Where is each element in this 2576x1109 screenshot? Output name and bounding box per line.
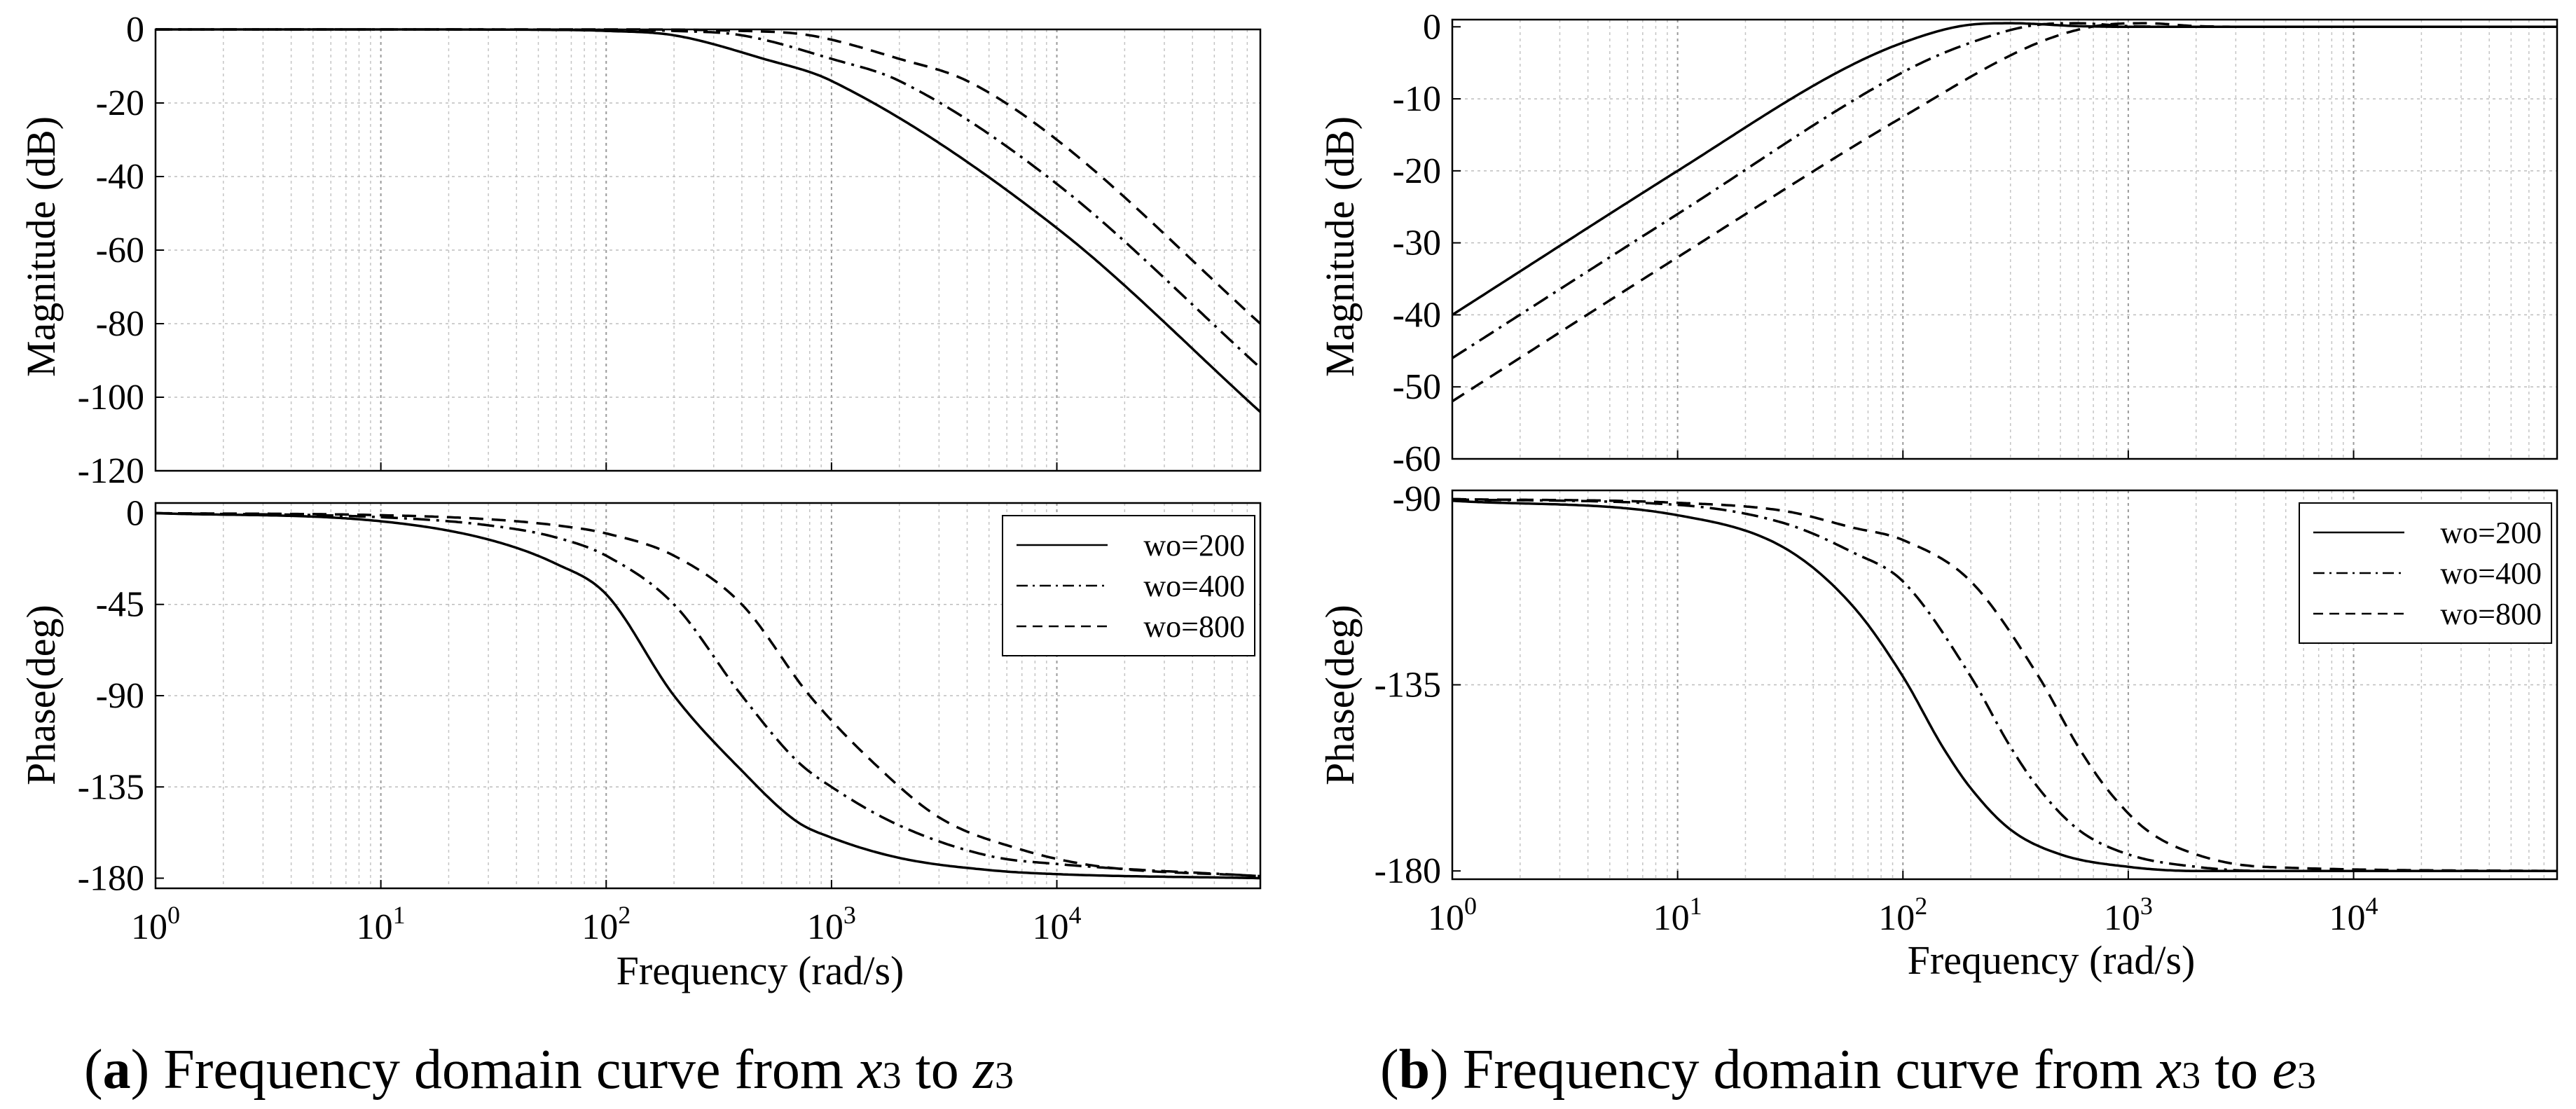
series-line-wo-400 xyxy=(156,28,1260,369)
series-line-wo-800 xyxy=(1452,22,2557,403)
panel-b-xlabel: Frequency (rad/s) xyxy=(1908,937,2196,983)
y-tick-label: -60 xyxy=(96,230,144,270)
x-tick-label: 104 xyxy=(2329,892,2378,938)
panel-b-phase-legend: wo=200 wo=400 wo=800 xyxy=(2299,502,2552,644)
caption-a-from-sub: 3 xyxy=(883,1054,902,1096)
legend-label: wo=200 xyxy=(1143,528,1245,563)
caption-b-label: b xyxy=(1399,1039,1431,1101)
y-tick-label: 0 xyxy=(1423,7,1441,47)
panel-b-magnitude-axes-frame xyxy=(1451,18,2558,460)
y-tick-label: -20 xyxy=(96,83,144,123)
legend-label: wo=400 xyxy=(1143,569,1245,603)
x-tick-label: 103 xyxy=(807,901,856,947)
y-tick-label: -135 xyxy=(1375,666,1441,705)
panel-b-phase-ylabel: Phase(deg) xyxy=(1317,605,1363,785)
y-tick-label: -180 xyxy=(1375,851,1441,891)
caption-b: (b) Frequency domain curve from x3 to e3 xyxy=(1380,1039,2316,1101)
series-line-wo-400 xyxy=(1452,498,2557,872)
caption-a: (a) Frequency domain curve from x3 to z3 xyxy=(84,1039,1014,1101)
y-tick-label: -30 xyxy=(1393,223,1441,263)
caption-b-connector: to xyxy=(2215,1039,2258,1101)
y-tick-label: -100 xyxy=(78,378,144,418)
caption-a-label: a xyxy=(103,1039,131,1101)
x-tick-label: 102 xyxy=(581,901,631,947)
panel-b-magnitude-chart: 0 -10 -20 -30 -40 -50 -60 xyxy=(1393,7,2558,479)
y-tick-label: -10 xyxy=(1393,79,1441,119)
caption-a-to-var: z xyxy=(972,1039,995,1101)
series-line-wo-800 xyxy=(1452,497,2557,872)
x-tick-label: 102 xyxy=(1878,892,1927,938)
panel-a-magnitude-grid xyxy=(156,29,1260,471)
x-tick-label: 100 xyxy=(131,901,180,947)
caption-b-from-sub: 3 xyxy=(2182,1054,2200,1096)
panel-a-xlabel: Frequency (rad/s) xyxy=(617,948,904,993)
panel-b-magnitude-ylabel: Magnitude (dB) xyxy=(1317,116,1363,377)
caption-a-from-var: x xyxy=(857,1039,883,1101)
y-tick-label: -40 xyxy=(96,157,144,197)
panel-b-magnitude-grid xyxy=(1452,20,2557,459)
x-tick-label: 101 xyxy=(1653,892,1702,938)
caption-b-to-sub: 3 xyxy=(2297,1054,2316,1096)
panel-a-magnitude-chart: 0 -20 -40 -60 -80 -100 -120 xyxy=(78,10,1262,491)
y-tick-label: -90 xyxy=(1393,479,1441,519)
x-tick-label: 104 xyxy=(1033,901,1082,947)
y-tick-label: -20 xyxy=(1393,151,1441,191)
y-tick-label: -60 xyxy=(1393,439,1441,479)
legend-label: wo=800 xyxy=(2440,597,2542,631)
legend-label: wo=800 xyxy=(1143,609,1245,644)
x-tick-label: 103 xyxy=(2104,892,2153,938)
series-line-wo-400 xyxy=(156,511,1260,878)
caption-a-connector: to xyxy=(916,1039,959,1101)
series-line-wo-400 xyxy=(1452,22,2557,359)
y-tick-label: 0 xyxy=(126,10,144,50)
y-tick-label: -90 xyxy=(96,676,144,716)
series-line-wo-800 xyxy=(156,511,1260,878)
caption-b-to-var: e xyxy=(2272,1039,2297,1101)
series-line-wo-200 xyxy=(156,511,1260,880)
x-tick-label: 100 xyxy=(1428,892,1477,938)
legend-label: wo=200 xyxy=(2440,516,2542,550)
caption-a-text: Frequency domain curve from xyxy=(163,1039,843,1101)
panel-a-phase-legend: wo=200 wo=400 wo=800 xyxy=(1002,515,1255,656)
y-tick-label: -120 xyxy=(78,451,144,491)
y-tick-label: -80 xyxy=(96,304,144,344)
y-tick-label: -45 xyxy=(96,585,144,625)
series-line-wo-800 xyxy=(156,28,1260,325)
caption-b-text: Frequency domain curve from xyxy=(1463,1039,2143,1101)
y-tick-label: -135 xyxy=(78,767,144,807)
y-tick-label: -180 xyxy=(78,859,144,899)
y-tick-label: -50 xyxy=(1393,367,1441,407)
panel-a-phase-ylabel: Phase(deg) xyxy=(18,605,64,785)
x-tick-label: 101 xyxy=(357,901,406,947)
legend-label: wo=400 xyxy=(2440,556,2542,591)
y-tick-label: -40 xyxy=(1393,295,1441,335)
y-tick-label: 0 xyxy=(126,493,144,533)
caption-a-to-sub: 3 xyxy=(995,1054,1014,1096)
caption-b-from-var: x xyxy=(2156,1039,2182,1101)
panel-a-magnitude-ylabel: Magnitude (dB) xyxy=(18,116,64,377)
